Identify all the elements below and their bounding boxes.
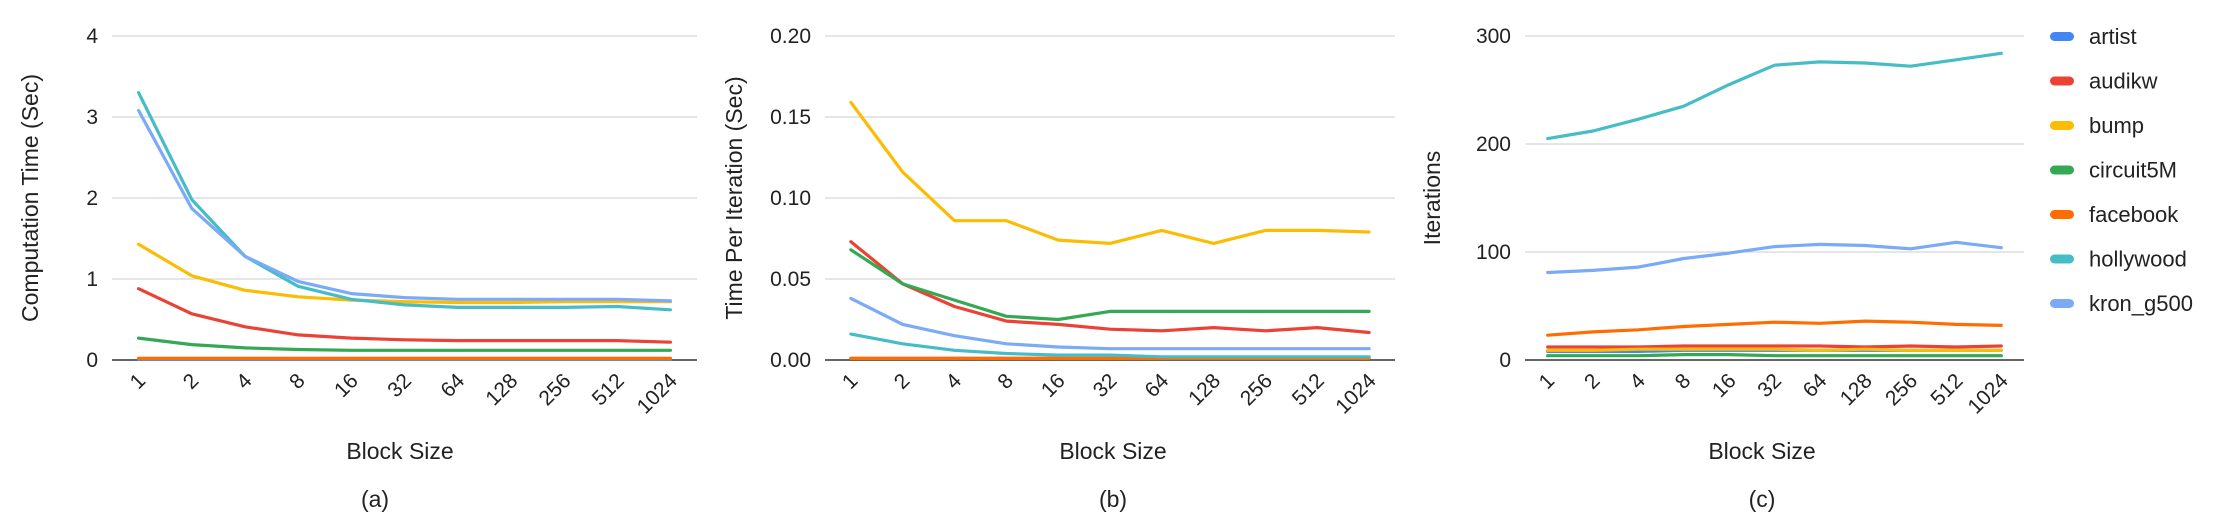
x-tick-label: 4	[1625, 369, 1650, 394]
y-tick-label: 200	[1476, 133, 1511, 156]
y-axis-title: Time Per Iteration (Sec)	[721, 76, 747, 319]
x-tick-label: 1024	[633, 369, 683, 419]
legend-swatch-audikw	[2050, 76, 2074, 86]
x-tick-label: 16	[1708, 369, 1741, 402]
y-axis-title: Iterations	[1419, 151, 1445, 246]
chart-panel-a: 0 1 2 3 4 1 2 4 8 16 32 64 128 256 512 1024 Block Size Co…	[17, 25, 697, 512]
legend-label-circuit5M: circuit5M	[2089, 158, 2177, 183]
x-tick-label: 64	[1141, 369, 1174, 402]
legend-swatch-circuit5M	[2050, 165, 2074, 175]
x-tick-label: 1024	[1964, 369, 2014, 419]
x-tick-label: 512	[588, 369, 629, 410]
y-tick-label: 1	[86, 268, 98, 291]
series-line-hollywood	[137, 91, 673, 312]
y-tick-label: 0	[86, 349, 98, 372]
x-tick-label: 128	[1836, 369, 1877, 410]
series-line-kron_g500	[137, 108, 673, 303]
series-line-circuit5M	[849, 248, 1371, 322]
x-tick-label: 1	[126, 369, 151, 394]
y-tick-label: 2	[86, 187, 98, 210]
x-tick-label: 128	[1184, 369, 1225, 410]
x-tick-label: 16	[1037, 369, 1070, 402]
x-axis-title: Block Size	[1059, 438, 1166, 464]
x-tick-label: 4	[942, 369, 967, 394]
x-tick-label: 512	[1288, 369, 1329, 410]
legend-label-artist: artist	[2089, 24, 2137, 49]
x-tick-label: 32	[1753, 369, 1786, 402]
x-tick-label: 32	[383, 369, 416, 402]
x-tick-label: 1	[838, 369, 863, 394]
x-tick-label: 2	[890, 369, 915, 394]
legend: artist audikw bump circuit5M facebook hollywo…	[2050, 24, 2193, 316]
series-line-audikw	[1546, 344, 2003, 349]
series-line-hollywood	[849, 332, 1371, 359]
legend-label-audikw: audikw	[2089, 69, 2158, 94]
x-tick-label: 128	[481, 369, 522, 410]
legend-label-kron_g500: kron_g500	[2089, 291, 2193, 316]
y-tick-label: 3	[86, 106, 98, 129]
series-line-circuit5M	[1546, 353, 2003, 358]
y-tick-label: 0	[1499, 349, 1511, 372]
y-tick-label: 4	[86, 25, 98, 48]
y-tick-label: 300	[1476, 25, 1511, 48]
legend-label-bump: bump	[2089, 113, 2144, 138]
x-tick-label: 256	[1236, 369, 1277, 410]
x-tick-label: 8	[993, 369, 1018, 394]
x-tick-label: 512	[1926, 369, 1967, 410]
x-tick-label: 16	[330, 369, 363, 402]
legend-label-facebook: facebook	[2089, 202, 2179, 227]
panel-caption: (a)	[361, 486, 389, 512]
legend-label-hollywood: hollywood	[2089, 247, 2187, 272]
x-axis-title: Block Size	[346, 438, 453, 464]
x-axis-title: Block Size	[1708, 438, 1815, 464]
y-tick-label: 0.05	[770, 268, 811, 291]
x-tick-label: 8	[1671, 369, 1696, 394]
x-tick-label: 256	[1881, 369, 1922, 410]
y-tick-label: 0.10	[770, 187, 811, 210]
x-tick-label: 2	[1580, 369, 1605, 394]
x-tick-label: 32	[1089, 369, 1122, 402]
x-tick-label: 4	[232, 369, 257, 394]
y-tick-label: 0.15	[770, 106, 811, 129]
x-tick-label: 2	[179, 369, 204, 394]
legend-swatch-hollywood	[2050, 254, 2074, 264]
series-line-hollywood	[1546, 51, 2003, 141]
series-line-circuit5M	[137, 336, 673, 352]
x-tick-label: 1024	[1331, 369, 1381, 419]
series-line-bump	[849, 100, 1371, 245]
legend-swatch-bump	[2050, 121, 2074, 130]
y-tick-label: 100	[1476, 241, 1511, 264]
x-tick-label: 256	[535, 369, 576, 410]
series-line-audikw	[137, 287, 673, 344]
legend-swatch-facebook	[2050, 210, 2074, 219]
series-line-bump	[1546, 347, 2003, 352]
x-tick-label: 1	[1535, 369, 1560, 394]
panel-caption: (b)	[1099, 486, 1127, 512]
series-line-kron_g500	[1546, 240, 2003, 275]
chart-panel-b: 0.00 0.05 0.10 0.15 0.20 1 2 4 8 16 32 64 128 256 512 1…	[721, 25, 1395, 512]
y-axis-title: Computation Time (Sec)	[17, 74, 43, 322]
x-tick-label: 64	[436, 369, 469, 402]
series-line-facebook	[1546, 319, 2003, 337]
x-tick-label: 64	[1799, 369, 1832, 402]
x-tick-label: 8	[285, 369, 310, 394]
series-line-bump	[137, 242, 673, 305]
series-line-audikw	[849, 240, 1371, 335]
panel-caption: (c)	[1749, 486, 1776, 512]
y-tick-label: 0.20	[770, 25, 811, 48]
legend-swatch-artist	[2050, 32, 2074, 41]
y-tick-label: 0.00	[770, 349, 811, 372]
series-line-kron_g500	[849, 296, 1371, 351]
legend-swatch-kron_g500	[2050, 299, 2074, 308]
